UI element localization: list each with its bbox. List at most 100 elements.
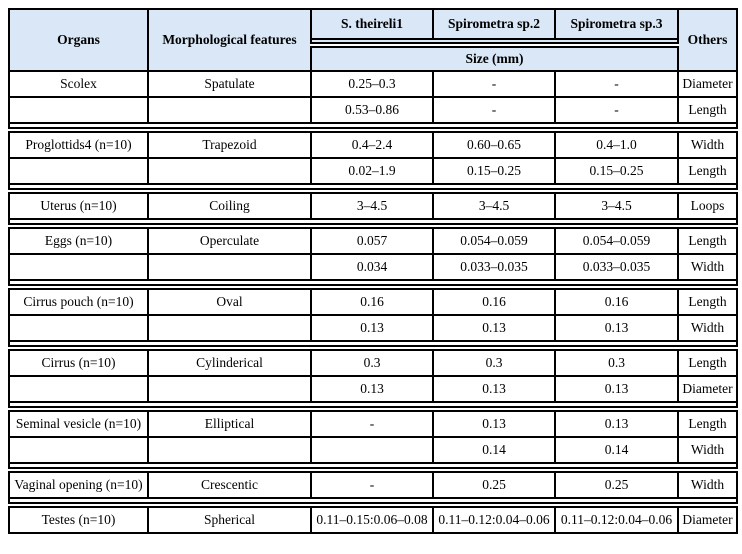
size-value-cell: 0.054–0.059 xyxy=(432,225,556,255)
species-header-3: Spirometra sp.3 xyxy=(554,8,679,40)
measure-type-cell: Diameter xyxy=(677,375,738,403)
size-value-cell: 0.034 xyxy=(310,253,434,281)
measure-type-cell: Length xyxy=(677,157,738,185)
size-value-cell: 0.60–0.65 xyxy=(432,129,556,159)
feature-cell xyxy=(147,375,312,403)
organ-cell xyxy=(8,157,149,185)
table-row: Scolex Spatulate 0.25–0.3- - Diameter xyxy=(8,70,738,98)
organ-cell xyxy=(8,375,149,403)
table-row: Testes (n=10) Spherical 0.11–0.15:0.06–0.0… xyxy=(8,504,738,534)
measure-type-cell: Width xyxy=(677,129,738,159)
size-value-cell: 0.13 xyxy=(432,408,556,438)
measure-type-cell: Length xyxy=(677,347,738,377)
size-value-cell: 0.16 xyxy=(554,286,679,316)
size-value-cell: 0.02–1.9 xyxy=(310,157,434,185)
size-value-cell: 0.11–0.12:0.04–0.06 xyxy=(432,504,556,534)
size-value-cell: 0.11–0.12:0.04–0.06 xyxy=(554,504,679,534)
measure-type-cell: Length xyxy=(677,96,738,124)
feature-cell: Oval xyxy=(147,286,312,316)
size-value-cell: 0.3 xyxy=(432,347,556,377)
others-header: Others xyxy=(677,8,738,72)
size-value-cell: 0.25 xyxy=(554,469,679,499)
feature-cell: Elliptical xyxy=(147,408,312,438)
table-row: 0.14 0.14 Width xyxy=(8,436,738,464)
size-value-cell: 0.53–0.86 xyxy=(310,96,434,124)
size-value-cell: 0.3 xyxy=(554,347,679,377)
table-row: Cirrus (n=10) Cylinderical 0.3 0.3 0.3 Length xyxy=(8,347,738,377)
section-double-rule xyxy=(8,401,738,412)
size-value-cell: 0.13 xyxy=(432,314,556,342)
table-body: Scolex Spatulate 0.25–0.3- - Diameter 0.53–0.… xyxy=(8,70,738,534)
header-separator-row xyxy=(9,38,737,48)
table-row: 0.13 0.13 0.13 Diameter xyxy=(8,375,738,403)
size-value-cell: 0.15–0.25 xyxy=(554,157,679,185)
section-separator-row xyxy=(8,497,738,508)
measure-type-cell: Loops xyxy=(677,190,738,220)
organs-header: Organs xyxy=(8,8,149,72)
measure-type-cell: Diameter xyxy=(677,70,738,98)
size-value-cell: - xyxy=(310,469,434,499)
organ-cell: Proglottids4 (n=10) xyxy=(8,129,149,159)
morphology-table: Organs Morphological features S. theirel… xyxy=(8,8,738,534)
size-value-cell: 0.033–0.035 xyxy=(554,253,679,281)
species-header-2: Spirometra sp.2 xyxy=(432,8,556,40)
size-value-cell: - xyxy=(432,96,556,124)
size-value-cell: 0.13 xyxy=(554,375,679,403)
size-value-cell: 0.16 xyxy=(310,286,434,316)
size-value-cell: 0.25–0.3 xyxy=(310,70,434,98)
section-separator-row xyxy=(8,401,738,412)
section-double-rule xyxy=(8,462,738,473)
size-value-cell: 0.033–0.035 xyxy=(432,253,556,281)
feature-cell xyxy=(147,436,312,464)
measure-type-cell: Width xyxy=(677,314,738,342)
size-value-cell: 3–4.5 xyxy=(310,190,434,220)
organ-cell: Eggs (n=10) xyxy=(8,225,149,255)
measure-type-cell: Width xyxy=(677,253,738,281)
organ-cell: Cirrus (n=10) xyxy=(8,347,149,377)
organ-cell: Testes (n=10) xyxy=(8,504,149,534)
size-value-cell: 3–4.5 xyxy=(432,190,556,220)
feature-cell: Trapezoid xyxy=(147,129,312,159)
size-value-cell: 0.13 xyxy=(432,375,556,403)
size-value-cell: 0.14 xyxy=(432,436,556,464)
organ-cell: Uterus (n=10) xyxy=(8,190,149,220)
species-header-1: S. theireli1 xyxy=(310,8,434,40)
measure-type-cell: Length xyxy=(677,225,738,255)
measure-type-cell: Width xyxy=(677,469,738,499)
measure-type-cell: Width xyxy=(677,436,738,464)
feature-cell: Crescentic xyxy=(147,469,312,499)
organ-cell: Seminal vesicle (n=10) xyxy=(8,408,149,438)
section-double-rule xyxy=(8,497,738,508)
size-value-cell: 0.054–0.059 xyxy=(554,225,679,255)
size-value-cell: 3–4.5 xyxy=(554,190,679,220)
table-row: Eggs (n=10) Operculate 0.057 0.054–0.059 0.0… xyxy=(8,225,738,255)
size-value-cell: - xyxy=(554,96,679,124)
size-value-cell: - xyxy=(432,70,556,98)
section-double-rule xyxy=(8,183,738,194)
size-value-cell: 0.4–1.0 xyxy=(554,129,679,159)
feature-cell: Spherical xyxy=(147,504,312,534)
feature-cell: Cylinderical xyxy=(147,347,312,377)
measure-type-cell: Diameter xyxy=(677,504,738,534)
table-row: 0.02–1.9 0.15–0.25 0.15–0.25 Length xyxy=(8,157,738,185)
size-value-cell: 0.057 xyxy=(310,225,434,255)
size-value-cell xyxy=(310,436,434,464)
size-value-cell: - xyxy=(554,70,679,98)
organ-cell xyxy=(8,253,149,281)
size-header: Size (mm) xyxy=(310,44,679,72)
feature-cell: Coiling xyxy=(147,190,312,220)
size-value-cell: 0.13 xyxy=(554,314,679,342)
table-row: 0.034 0.033–0.035 0.033–0.035 Width xyxy=(8,253,738,281)
size-value-cell: 0.13 xyxy=(310,314,434,342)
size-value-cell: 0.15–0.25 xyxy=(432,157,556,185)
header-double-rule xyxy=(310,38,679,48)
size-value-cell: 0.25 xyxy=(432,469,556,499)
section-separator-row xyxy=(8,122,738,133)
organ-cell: Vaginal opening (n=10) xyxy=(8,469,149,499)
section-separator-row xyxy=(8,279,738,290)
section-double-rule xyxy=(8,340,738,351)
table-row: 0.13 0.13 0.13 Width xyxy=(8,314,738,342)
section-double-rule xyxy=(8,279,738,290)
organ-cell xyxy=(8,96,149,124)
